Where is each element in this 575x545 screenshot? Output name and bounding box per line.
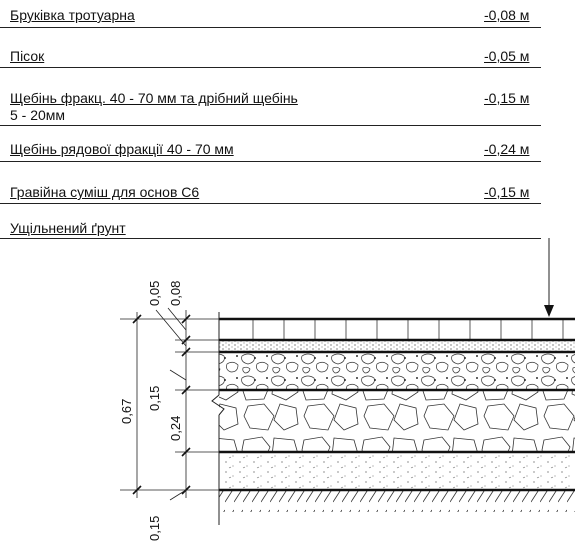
extension-lines <box>120 318 219 491</box>
leader-line-soil <box>0 238 541 239</box>
layer-label-paving: Бруківка тротуарна <box>10 7 135 23</box>
dim-label-coarse-gravel: 0,24 <box>168 416 183 441</box>
layer-thickness-gravel-mix: -0,15 м <box>484 184 530 200</box>
section-edge <box>211 312 225 525</box>
dimension-leaders <box>155 307 187 501</box>
leader-line-fine-gravel <box>0 125 541 126</box>
dim-label-sand: 0,05 <box>147 281 162 306</box>
layer-note-fine-gravel: 5 - 20мм <box>10 107 66 123</box>
dimension-ticks <box>132 314 191 495</box>
dim-label-total: 0,67 <box>119 399 134 424</box>
dimension-lines <box>136 310 187 498</box>
layer-paving <box>219 319 575 340</box>
leader-line-paving <box>0 27 541 28</box>
layer-thickness-fine-gravel: -0,15 м <box>484 90 530 106</box>
dim-label-fine-gravel: 0,15 <box>147 386 162 411</box>
layer-coarse-gravel <box>219 390 575 452</box>
layer-soil <box>219 490 575 512</box>
layer-label-sand: Пісок <box>10 48 45 64</box>
dim-label-paving: 0,08 <box>168 281 183 306</box>
layer-thickness-sand: -0,05 м <box>484 48 530 64</box>
leader-line-gravel-mix <box>0 203 541 204</box>
layer-gravel-mix <box>219 452 575 490</box>
layer-label-soil: Ущільнений ґрунт <box>10 220 126 236</box>
layer-label-gravel-mix: Гравійна суміш для основ С6 <box>10 184 200 200</box>
layer-boundaries <box>219 317 575 492</box>
layer-thickness-paving: -0,08 м <box>484 7 530 23</box>
layer-sand <box>219 340 575 352</box>
paving-joints <box>252 319 564 340</box>
leader-line-sand <box>0 67 541 68</box>
layer-thickness-coarse-gravel: -0,24 м <box>484 141 530 157</box>
layer-fine-gravel <box>219 352 575 390</box>
pointer-arrow-icon <box>544 305 554 317</box>
leader-line-coarse-gravel <box>0 161 541 162</box>
layer-label-fine-gravel: Щебінь фракц. 40 - 70 мм та дрібний щебі… <box>10 90 298 106</box>
layer-label-coarse-gravel: Щебінь рядової фракції 40 - 70 мм <box>10 141 234 157</box>
dim-label-gravel-mix: 0,15 <box>147 516 162 541</box>
